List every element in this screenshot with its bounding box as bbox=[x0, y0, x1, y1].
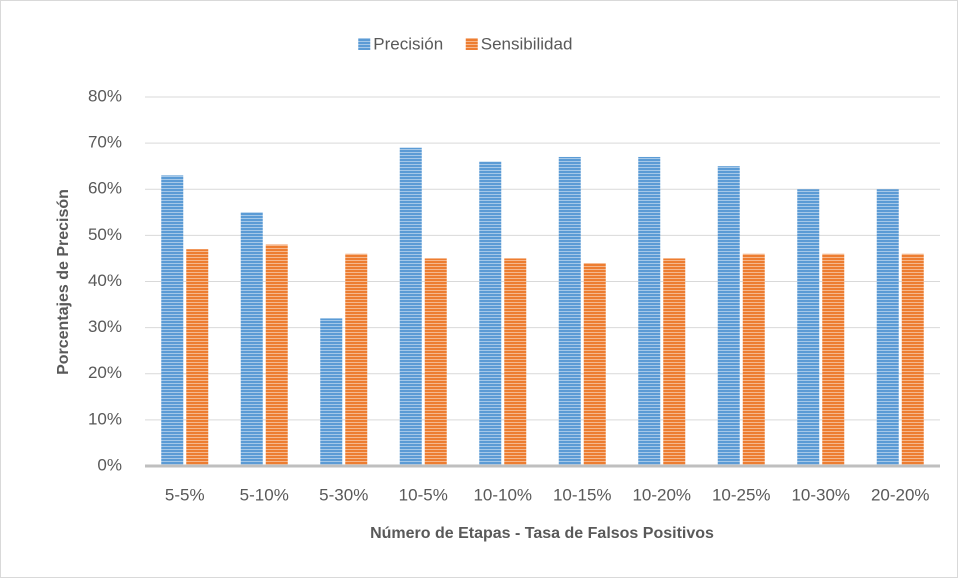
bar bbox=[797, 189, 820, 466]
x-tick-label: 20-20% bbox=[871, 485, 930, 504]
bar bbox=[504, 258, 527, 466]
y-tick-label: 50% bbox=[88, 225, 122, 244]
x-tick-label: 10-5% bbox=[399, 485, 448, 504]
bar bbox=[424, 258, 447, 466]
y-tick-label: 10% bbox=[88, 409, 122, 428]
x-tick-label: 10-30% bbox=[791, 485, 850, 504]
bar bbox=[583, 263, 606, 466]
x-axis-title: Número de Etapas - Tasa de Falsos Positi… bbox=[370, 525, 714, 542]
legend-swatch bbox=[358, 38, 371, 50]
bar bbox=[638, 156, 661, 466]
y-tick-label: 20% bbox=[88, 363, 122, 382]
bar bbox=[822, 253, 845, 466]
bar bbox=[717, 166, 740, 466]
x-tick-label: 10-15% bbox=[553, 485, 612, 504]
bar bbox=[742, 253, 765, 466]
bar bbox=[479, 161, 502, 466]
x-tick-label: 10-20% bbox=[632, 485, 691, 504]
bar bbox=[186, 249, 209, 466]
y-tick-label: 80% bbox=[88, 86, 122, 105]
bar bbox=[399, 147, 422, 467]
legend-label: Precisión bbox=[373, 34, 443, 53]
y-tick-label: 60% bbox=[88, 179, 122, 198]
x-tick-label: 5-5% bbox=[165, 485, 205, 504]
bar bbox=[161, 175, 184, 466]
bar bbox=[901, 253, 924, 466]
bar bbox=[345, 253, 368, 466]
bar bbox=[663, 258, 686, 466]
bar bbox=[876, 189, 899, 466]
x-tick-label: 10-10% bbox=[473, 485, 532, 504]
y-tick-label: 0% bbox=[97, 455, 122, 474]
bar bbox=[240, 212, 263, 466]
x-tick-label: 10-25% bbox=[712, 485, 771, 504]
x-tick-label: 5-10% bbox=[240, 485, 289, 504]
x-tick-label: 5-30% bbox=[319, 485, 368, 504]
y-axis-title: Porcentajes de Precisón bbox=[55, 189, 72, 375]
y-tick-label: 70% bbox=[88, 133, 122, 152]
y-tick-label: 30% bbox=[88, 317, 122, 336]
legend-swatch bbox=[465, 38, 478, 50]
bar bbox=[558, 156, 581, 466]
y-tick-label: 40% bbox=[88, 271, 122, 290]
legend: Precisión Sensibilidad bbox=[358, 34, 572, 53]
legend-label: Sensibilidad bbox=[481, 34, 573, 53]
bar bbox=[320, 318, 343, 466]
bar bbox=[265, 244, 288, 466]
